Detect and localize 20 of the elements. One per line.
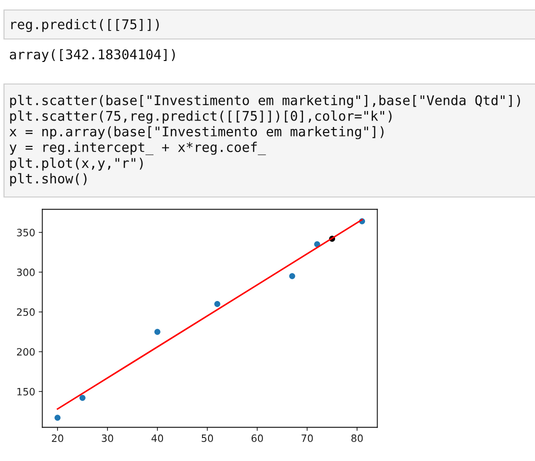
x-tick-label: 70 (302, 434, 313, 442)
x-tick-label: 80 (351, 434, 363, 442)
point (154, 328, 160, 335)
x-tick-label: 20 (52, 434, 64, 442)
point (79, 394, 86, 401)
x-tick-label: 30 (102, 434, 114, 442)
text: reg.predict([[75]]) (11, 19, 159, 32)
y-tick-label: 200 (17, 348, 35, 356)
y-tick-label: 300 (17, 268, 35, 276)
y-tick-label: 250 (17, 308, 35, 316)
x-tick-label: 50 (202, 434, 213, 442)
y-tick-label: 350 (17, 228, 35, 236)
point (289, 273, 296, 280)
text: plt.scatter(base["Investimento em marketing"],base["Venda Qtd"]) plt.scatter(75,reg.predict([[75]])[0],color="k") x = np.array(base["Investimento em marketing"]) y = reg.intercept_ + x*reg.coef_ plt.plot(x,y,"r") plt.show() (9, 94, 520, 186)
point (214, 300, 220, 307)
x-tick-label: 40 (152, 434, 164, 442)
x-tick-label: 60 (252, 434, 263, 442)
text: array([342.18304104]) (10, 49, 175, 62)
y-tick-label: 150 (17, 388, 35, 396)
point (54, 414, 61, 421)
